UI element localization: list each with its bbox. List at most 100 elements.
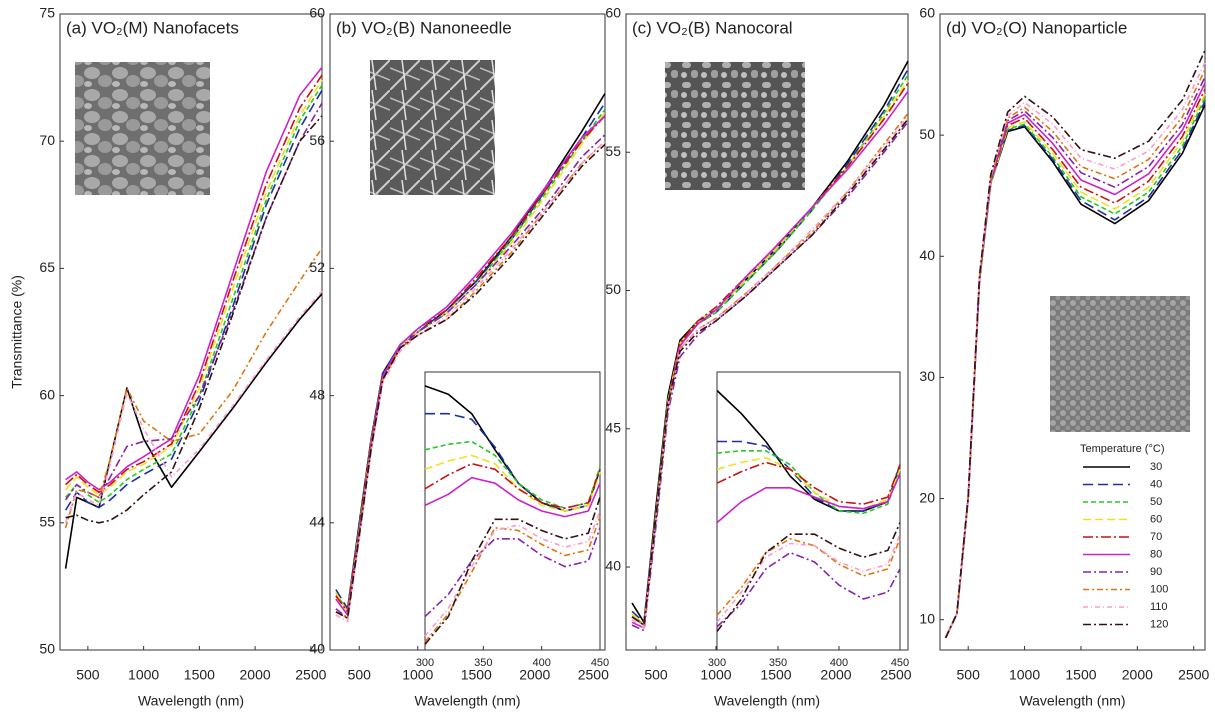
legend-title: Temperature (°C) <box>1080 443 1164 455</box>
y-tick-label: 52 <box>309 259 325 275</box>
series-line <box>64 293 323 569</box>
series-line <box>631 115 909 629</box>
series-line <box>64 84 323 504</box>
x-tick-label: 1000 <box>128 667 159 683</box>
x-tick-label: 1000 <box>1009 667 1040 683</box>
series-line <box>944 88 1206 639</box>
plots: 500 1000 1500 2000 2500 50 55 60 65 70 75 (a) VO₂(M… <box>9 5 1210 709</box>
x-axis-label: Wavelength (nm) <box>138 693 244 709</box>
x-tick-label: 500 <box>76 667 100 683</box>
y-tick-label: 60 <box>605 5 621 21</box>
series-line <box>64 247 323 529</box>
legend-label: 60 <box>1150 513 1162 525</box>
sem-image <box>665 62 805 190</box>
legend-label: 50 <box>1150 496 1162 508</box>
x-tick-label: 2500 <box>1178 667 1209 683</box>
series-line <box>424 496 601 645</box>
x-tick-label: 2500 <box>295 667 326 683</box>
series-line <box>64 290 323 524</box>
x-tick-label: 500 <box>644 667 668 683</box>
series-line <box>716 473 901 524</box>
x-tick-label: 400 <box>830 657 848 669</box>
series-line <box>65 115 323 524</box>
series-line <box>65 66 323 491</box>
x-tick-label: 450 <box>591 657 609 669</box>
series-line <box>64 79 323 496</box>
series-line <box>424 440 601 509</box>
y-tick-label: 56 <box>309 132 325 148</box>
y-tick-label: 55 <box>605 143 621 159</box>
y-tick-label: 45 <box>605 419 621 435</box>
legend-label: 40 <box>1150 478 1162 490</box>
x-tick-label: 350 <box>769 657 787 669</box>
x-tick-label: 2000 <box>820 667 851 683</box>
y-tick-label: 48 <box>309 386 325 402</box>
x-tick-label: 2000 <box>1122 667 1153 683</box>
x-tick-label: 500 <box>348 667 372 683</box>
x-tick-label: 1500 <box>461 667 492 683</box>
legend-label: 100 <box>1150 583 1168 595</box>
y-tick-label: 50 <box>39 641 55 657</box>
x-tick-label: 1000 <box>402 667 433 683</box>
y-tick-label: 40 <box>919 247 935 263</box>
series-line <box>425 412 601 512</box>
series-line <box>944 93 1206 639</box>
inset-frame <box>716 371 901 651</box>
x-tick-label: 350 <box>474 657 492 669</box>
y-tick-label: 60 <box>309 5 325 21</box>
y-tick-label: 60 <box>39 386 55 402</box>
plot-frame <box>939 13 1206 651</box>
series-line <box>335 143 606 619</box>
sem-image <box>370 60 495 195</box>
x-tick-label: 2500 <box>578 667 609 683</box>
series-line <box>424 476 601 518</box>
panel-title: (c) VO₂(B) Nanocoral <box>632 18 793 37</box>
series-line <box>424 527 601 618</box>
series-line <box>944 97 1206 639</box>
series-line <box>716 456 901 510</box>
y-tick-label: 65 <box>39 259 55 275</box>
y-tick-label: 50 <box>605 281 621 297</box>
y-tick-label: 40 <box>605 558 621 574</box>
series-line <box>631 113 909 626</box>
x-axis-label: Wavelength (nm) <box>414 693 520 709</box>
x-tick-label: 1500 <box>760 667 791 683</box>
y-tick-label: 70 <box>39 132 55 148</box>
panel-title: (b) VO₂(B) Nanoneedle <box>336 18 512 37</box>
y-tick-label: 40 <box>309 641 325 657</box>
sem-image <box>75 62 210 195</box>
x-tick-label: 300 <box>416 657 434 669</box>
x-tick-label: 300 <box>708 657 726 669</box>
plot-frame <box>59 13 323 651</box>
sem-image <box>1050 296 1190 432</box>
legend-label: 110 <box>1150 601 1168 613</box>
x-tick-label: 2000 <box>519 667 550 683</box>
series-line <box>631 118 909 626</box>
x-axis-label: Wavelength (nm) <box>1019 693 1125 709</box>
legend-label: 30 <box>1150 461 1162 473</box>
x-tick-label: 500 <box>957 667 981 683</box>
y-axis-label: Transmittance (%) <box>9 275 25 389</box>
y-tick-label: 30 <box>919 368 935 384</box>
y-tick-label: 10 <box>919 610 935 626</box>
insets: 300 350 400 450 300 350 400 450 <box>416 371 909 669</box>
x-tick-label: 450 <box>891 657 909 669</box>
legend-box <box>1075 439 1200 638</box>
y-tick-label: 20 <box>919 489 935 505</box>
series-line <box>944 69 1206 639</box>
series-line <box>716 522 901 632</box>
y-tick-label: 55 <box>39 514 55 530</box>
x-tick-label: 2000 <box>240 667 271 683</box>
series-line <box>424 510 601 637</box>
series-line <box>65 74 323 494</box>
series-line <box>631 82 909 626</box>
x-tick-label: 400 <box>532 657 550 669</box>
series-line <box>716 461 901 505</box>
series-line <box>716 533 901 623</box>
series-line <box>716 538 901 616</box>
x-tick-label: 1500 <box>184 667 215 683</box>
y-tick-label: 60 <box>919 5 935 21</box>
x-tick-label: 1500 <box>1065 667 1096 683</box>
legend-label: 120 <box>1150 618 1168 630</box>
